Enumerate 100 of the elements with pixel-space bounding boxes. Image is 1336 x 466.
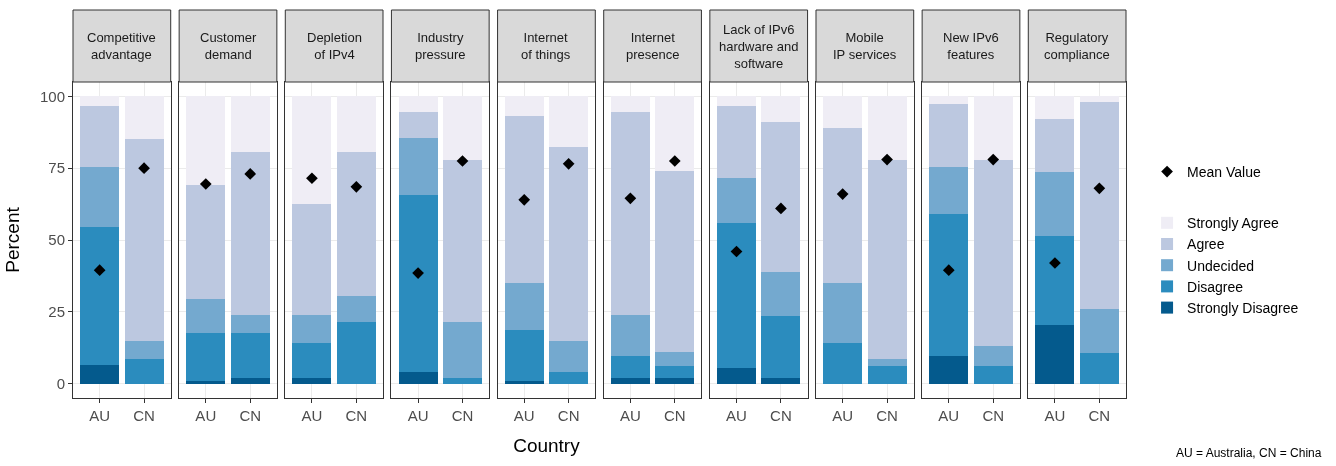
x-tick-label: AU [195, 407, 217, 424]
x-tick-label: AU [89, 407, 111, 424]
bar [1079, 102, 1119, 309]
bar [398, 195, 438, 373]
x-tick-label: CN [557, 407, 580, 424]
bar [124, 359, 164, 384]
chart-title: Mobile IP services [833, 30, 897, 62]
bar [1035, 119, 1075, 173]
chart-title: Internet presence [626, 30, 680, 62]
bar [655, 352, 695, 367]
x-tick-label: AU [1044, 407, 1066, 424]
y-tick-label: 100 [39, 87, 65, 105]
y-tick-label: 50 [48, 231, 65, 249]
x-tick-label: CN [451, 407, 474, 424]
chart-title: New IPv6 features [943, 30, 999, 62]
x-tick-label: CN [239, 407, 262, 424]
bar [716, 178, 757, 223]
bar [610, 314, 650, 357]
bar [610, 112, 650, 315]
bar [186, 333, 226, 381]
bar [973, 366, 1013, 384]
chart-title: Regulatory compliance [1044, 30, 1110, 62]
bar [504, 330, 544, 381]
bar [292, 377, 332, 384]
bar [442, 377, 483, 384]
x-tick-label: AU [832, 407, 854, 424]
bar [442, 321, 483, 378]
bar [398, 372, 438, 384]
bar [124, 340, 164, 360]
bar [823, 283, 863, 344]
bar [973, 346, 1013, 367]
y-tick-label: 25 [48, 303, 65, 321]
bar [549, 146, 589, 341]
bar [1079, 353, 1119, 384]
x-tick-label: CN [133, 407, 155, 424]
x-tick-label: AU [726, 407, 747, 424]
bar [716, 106, 757, 179]
bar [398, 112, 438, 139]
x-tick-label: CN [663, 407, 686, 424]
bar [186, 380, 226, 384]
legend-label: Mean Value [1187, 164, 1261, 181]
bar [867, 159, 907, 360]
y-axis-title: Percent [1, 206, 23, 273]
bar [610, 377, 650, 384]
x-tick-label: CN [982, 407, 1005, 424]
bar [716, 367, 757, 384]
bar [1079, 308, 1119, 354]
bar [230, 377, 270, 384]
legend-label: Agree [1187, 236, 1225, 253]
bar [973, 159, 1013, 347]
chart-title: Depletion of IPv4 [307, 30, 362, 62]
chart-title: Customer demand [200, 30, 258, 62]
legend-label: Disagree [1187, 278, 1244, 295]
legend-label: Undecided [1187, 257, 1254, 274]
legend-label: Strongly Agree [1187, 215, 1280, 232]
chart-title: Internet of things [521, 30, 571, 62]
bar [80, 364, 120, 384]
bar [761, 377, 801, 384]
chart-title: Competitive advantage [87, 30, 156, 62]
bar [336, 321, 376, 384]
bar [504, 116, 544, 284]
bar [867, 359, 907, 367]
bar [292, 204, 332, 315]
bar [549, 372, 589, 384]
bar [761, 122, 801, 272]
bar [549, 340, 589, 373]
bar [655, 366, 695, 378]
bar [823, 343, 863, 384]
x-tick-label: CN [770, 407, 792, 424]
x-tick-label: CN [345, 407, 368, 424]
y-tick-label: 0 [56, 374, 65, 392]
chart-title: Lack of IPv6 hardware and software [719, 22, 799, 71]
bar [336, 152, 376, 297]
text: AU = Australia, CN = China [1176, 446, 1322, 460]
bar [929, 103, 969, 167]
bar [124, 139, 164, 341]
x-tick-label: CN [1088, 407, 1111, 424]
bar [929, 214, 969, 357]
bar [655, 171, 695, 353]
y-tick-label: 75 [48, 159, 65, 177]
bar [230, 314, 270, 334]
bar [823, 127, 863, 284]
bar [230, 333, 270, 378]
bar [80, 106, 120, 167]
bar [186, 298, 226, 334]
bar [504, 380, 544, 384]
bar [398, 138, 438, 196]
bar [761, 316, 801, 378]
bar [610, 356, 650, 378]
bar [292, 314, 332, 344]
bar [504, 283, 544, 331]
legend-label: Strongly Disagree [1187, 300, 1299, 317]
bar [867, 366, 907, 384]
bar [80, 166, 120, 228]
x-tick-label: CN [876, 407, 898, 424]
bar [1035, 235, 1075, 325]
x-axis-title: Country [513, 434, 581, 456]
bar [186, 185, 226, 299]
bar [655, 377, 695, 384]
bar [716, 222, 757, 368]
